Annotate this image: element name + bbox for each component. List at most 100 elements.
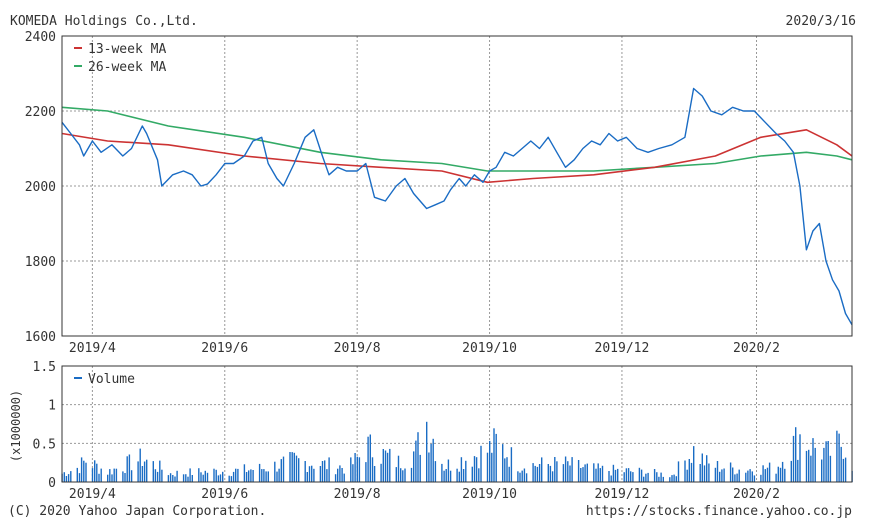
copyright-text: (C) 2020 Yahoo Japan Corporation. — [8, 504, 267, 519]
volume-bar — [156, 471, 159, 482]
volume-bar — [580, 468, 582, 482]
volume-bar — [842, 458, 845, 482]
volume-frame — [61, 365, 853, 483]
volume-bar — [70, 471, 72, 482]
volume-x-tick-label: 2019/12 — [595, 487, 650, 502]
volume-bar — [176, 470, 178, 482]
price-y-axis-labels: 1600 1800 2000 2200 2400 — [25, 30, 56, 345]
volume-bar — [198, 468, 200, 482]
volume-bar — [341, 468, 343, 482]
volume-bar — [404, 468, 406, 482]
volume-bar — [534, 465, 536, 482]
volume-bar — [109, 469, 111, 482]
volume-bar — [567, 461, 569, 482]
volume-bar — [844, 457, 847, 482]
volume-bar — [313, 468, 315, 482]
volume-bar — [586, 463, 588, 482]
volume-bar — [608, 471, 610, 482]
ma26-series-line — [61, 106, 853, 172]
volume-bar — [625, 468, 628, 482]
volume-bar — [775, 473, 777, 482]
volume-bar — [65, 476, 68, 482]
volume-bar — [187, 476, 189, 482]
volume-bar — [810, 455, 812, 482]
volume-bar — [593, 463, 595, 482]
volume-bar — [91, 468, 94, 482]
volume-bar — [823, 447, 825, 482]
volume-bar — [397, 455, 400, 482]
volume-bar — [736, 473, 738, 482]
price-grid — [62, 36, 852, 336]
volume-bar — [215, 469, 217, 482]
volume-bar — [191, 475, 193, 482]
volume-bar — [434, 461, 437, 482]
volume-bar — [838, 433, 840, 482]
volume-bar — [749, 469, 751, 482]
volume-bar — [493, 428, 495, 482]
volume-bar — [428, 452, 430, 482]
volume-bar — [799, 434, 801, 482]
volume-bar — [369, 434, 371, 482]
volume-bar — [677, 461, 680, 482]
volume-bar — [662, 476, 664, 482]
volume-bar — [291, 452, 293, 482]
price-x-tick-label: 2019/6 — [201, 341, 248, 356]
volume-bar — [306, 472, 308, 482]
volume-bar — [541, 457, 543, 482]
volume-bar — [258, 463, 261, 482]
volume-bar — [732, 467, 734, 482]
volume-bar — [547, 464, 549, 482]
volume-bar — [723, 468, 725, 482]
volume-bar — [94, 460, 96, 482]
volume-bar — [519, 472, 521, 482]
volume-bar — [630, 471, 632, 482]
volume-bar — [278, 468, 280, 482]
price-x-tick-label: 2019/4 — [69, 341, 116, 356]
volume-bar — [130, 470, 133, 482]
volume-bar — [111, 474, 113, 482]
volume-bar — [293, 452, 295, 482]
volume-bar — [701, 453, 703, 482]
volume-bar — [703, 465, 706, 482]
volume-bar — [204, 470, 206, 482]
volume-bar — [658, 476, 660, 482]
volume-bar — [508, 466, 510, 482]
volume-bar — [80, 457, 83, 482]
volume-bar — [304, 461, 306, 482]
volume-bar — [311, 465, 313, 482]
volume-bar — [141, 466, 144, 482]
volume-bar — [67, 474, 70, 482]
volume-bar — [599, 468, 601, 482]
volume-bar — [417, 432, 419, 482]
volume-bar — [161, 469, 163, 482]
volume-bar — [781, 461, 784, 482]
volume-bar — [645, 473, 647, 482]
volume-bar — [538, 464, 541, 482]
volume-bar — [582, 467, 584, 482]
volume-bar — [154, 469, 157, 482]
volume-legend: Volume — [74, 372, 135, 387]
volume-y-tick-label: 1.5 — [33, 360, 56, 375]
volume-bar — [551, 471, 554, 482]
volume-bar — [495, 433, 497, 482]
volume-bar — [584, 464, 586, 482]
volume-x-axis-labels: 2019/4 2019/6 2019/8 2019/10 2019/12 2020/2 — [69, 487, 780, 502]
volume-bar — [623, 472, 625, 482]
volume-bar — [137, 461, 139, 482]
price-x-tick-label: 2020/2 — [733, 341, 780, 356]
volume-bar — [768, 462, 771, 482]
volume-grid — [62, 366, 852, 482]
volume-bar — [595, 468, 597, 482]
volume-bar — [517, 471, 519, 482]
volume-bar — [343, 473, 345, 482]
source-url: https://stocks.finance.yahoo.co.jp — [585, 504, 852, 519]
volume-bar — [219, 474, 222, 482]
volume-bar — [795, 427, 797, 482]
volume-bar — [354, 453, 356, 482]
volume-bar — [386, 452, 389, 482]
volume-bar — [829, 455, 832, 482]
volume-bar — [413, 451, 415, 482]
volume-bar — [373, 466, 376, 482]
legend-label-ma26: 26-week MA — [88, 60, 166, 75]
volume-bar — [356, 456, 358, 482]
